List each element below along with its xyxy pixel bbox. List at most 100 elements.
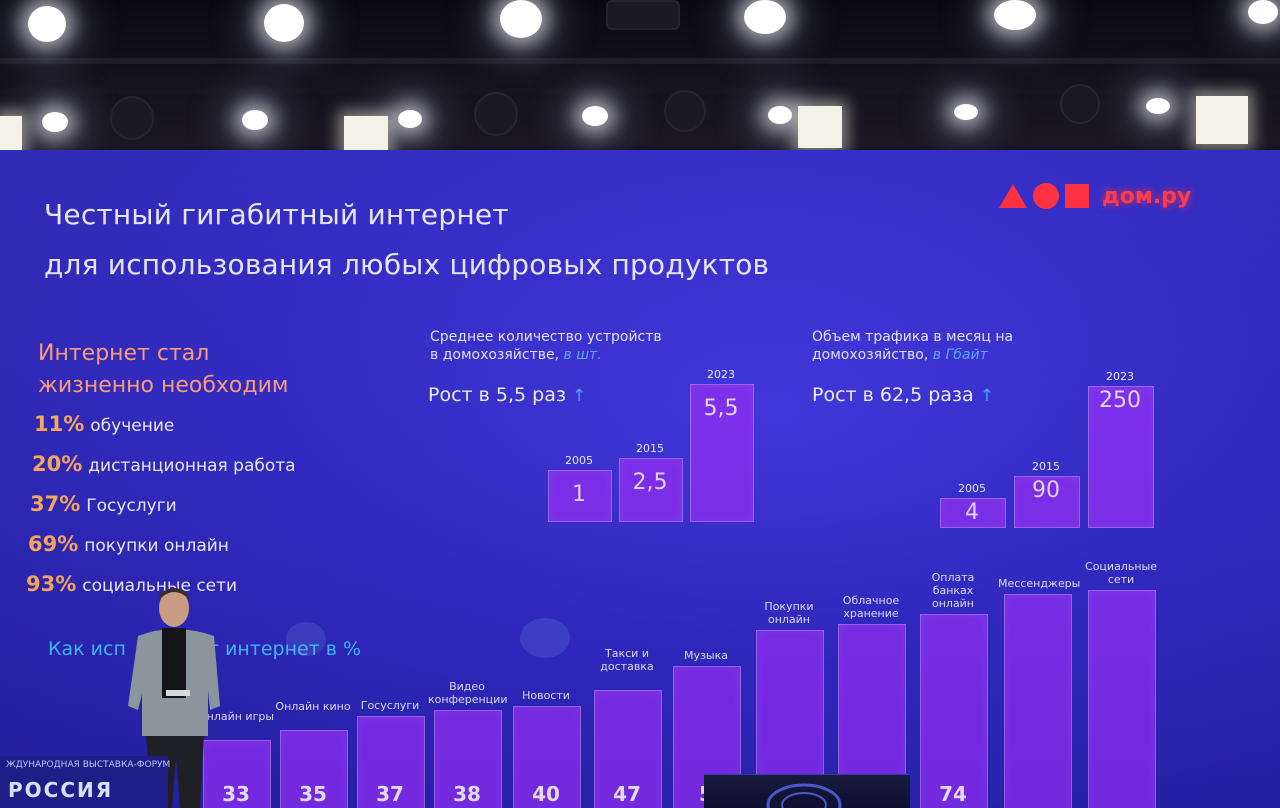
panel-light	[1196, 96, 1248, 144]
traffic-chart-caption: Объем трафика в месяц на домохозяйство, …	[812, 328, 1013, 364]
usage-bar	[1004, 594, 1072, 808]
usage-category-label: Новости	[522, 689, 570, 702]
screen-glare	[286, 622, 326, 656]
usage-title-left: Как исп	[48, 638, 126, 660]
bar	[690, 384, 754, 522]
bar-value-label: 5,5	[703, 396, 739, 421]
usage-category-label: Облачное хранение	[842, 594, 900, 620]
necessity-heading-line-2: жизненно необходим	[38, 373, 289, 398]
arrow-up-icon: ↑	[979, 386, 994, 406]
truss-bar	[0, 58, 1280, 64]
stat-percent: 20%	[32, 452, 83, 476]
stage-light	[42, 112, 68, 132]
slide-title-line-2: для использования любых цифровых продукт…	[44, 248, 770, 281]
traffic-caption-line-2: домохозяйство,	[812, 347, 929, 363]
bar-year-label: 2005	[958, 482, 986, 495]
usage-bar	[920, 614, 988, 808]
traffic-unit: в Гбайт	[932, 347, 988, 363]
stat-label: обучение	[90, 416, 175, 436]
stage-light	[582, 106, 608, 126]
devices-growth: Рост в 5,5 раз ↑	[428, 384, 586, 406]
square-logo-icon	[1065, 184, 1089, 208]
bar-year-label: 2015	[636, 442, 664, 455]
usage-value-label: 47	[613, 782, 641, 806]
stage-light	[242, 110, 268, 130]
stat-percent: 11%	[34, 412, 85, 436]
usage-bar	[594, 690, 662, 808]
usage-category-label: Такси и доставка	[600, 647, 654, 673]
traffic-growth: Рост в 62,5 раза ↑	[812, 384, 994, 406]
usage-bar	[1088, 590, 1156, 808]
stage-light	[994, 0, 1036, 30]
light-fixture	[474, 92, 518, 136]
usage-value-label: 35	[299, 782, 327, 806]
devices-caption-line-2: в домохозяйстве,	[430, 347, 560, 363]
bar	[1014, 476, 1080, 528]
usage-category-label: Госуслуги	[360, 699, 420, 712]
stage-light	[264, 4, 304, 42]
bar-value-label: 2,5	[632, 470, 668, 495]
light-fixture	[606, 0, 680, 30]
bar-value-label: 1	[572, 482, 586, 507]
usage-category-label: Музыка	[684, 649, 728, 662]
panel-light	[344, 116, 388, 154]
stat-row: 11% обучение	[34, 412, 174, 436]
bar-year-label: 2023	[1106, 370, 1134, 383]
venue-banner: ЖДУНАРОДНАЯ ВЫСТАВКА-ФОРУМ РОССИЯ	[0, 756, 171, 808]
usage-bar	[434, 710, 502, 808]
screen-glare	[520, 618, 570, 658]
panel-light	[798, 106, 842, 148]
banner-line: ЖДУНАРОДНАЯ ВЫСТАВКА-ФОРУМ	[6, 760, 171, 770]
slide-title-line-1: Честный гигабитный интернет	[44, 198, 509, 231]
stage-light	[954, 104, 978, 120]
usage-category-label: Онлайн игры	[197, 710, 275, 723]
stat-row: 93% социальные сети	[26, 572, 237, 596]
podium	[704, 774, 910, 808]
bar	[619, 458, 683, 522]
stage-light	[768, 106, 792, 124]
devices-chart-caption: Среднее количество устройств в домохозяй…	[430, 328, 662, 364]
ceiling-rig	[0, 0, 1280, 160]
truss-bar	[0, 88, 1280, 94]
stat-percent: 69%	[28, 532, 79, 556]
necessity-heading-line-1: Интернет стал	[38, 341, 210, 366]
devices-growth-text: Рост в 5,5 раз	[428, 384, 566, 406]
stat-row: 37% Госуслуги	[30, 492, 177, 516]
usage-bar	[203, 740, 271, 808]
stage-light	[744, 0, 786, 34]
stage-light	[500, 0, 542, 38]
usage-title: Как исп т интернет в %	[48, 638, 361, 660]
usage-bar	[357, 716, 425, 808]
triangle-logo-icon	[999, 184, 1027, 208]
bar	[548, 470, 612, 522]
light-fixture	[664, 90, 706, 132]
bar-year-label: 2005	[565, 454, 593, 467]
logo-text: дом.ру	[1102, 183, 1192, 209]
usage-value-label: 40	[532, 782, 560, 806]
stage-light	[28, 6, 66, 42]
arrow-up-icon: ↑	[571, 386, 587, 406]
traffic-caption-line-1: Объем трафика в месяц на	[812, 329, 1014, 345]
usage-value-label: 33	[222, 782, 250, 806]
bar-value-label: 4	[965, 500, 979, 525]
bar-year-label: 2023	[707, 368, 735, 381]
stat-row: 69% покупки онлайн	[28, 532, 229, 556]
usage-bar	[513, 706, 581, 808]
usage-category-label: Онлайн кино	[275, 700, 351, 713]
devices-caption-line-1: Среднее количество устройств	[430, 329, 662, 345]
usage-value-label: 37	[376, 782, 404, 806]
stage-light	[1146, 98, 1170, 114]
bar	[1088, 386, 1154, 528]
stat-percent: 93%	[26, 572, 77, 596]
usage-category-label: Мессенджеры	[998, 577, 1081, 590]
devices-unit: в шт.	[563, 347, 602, 363]
stage-light	[398, 110, 422, 128]
light-fixture	[1060, 84, 1100, 124]
usage-value-label: 38	[453, 782, 481, 806]
usage-category-label: Покупки онлайн	[764, 600, 814, 626]
circle-logo-icon	[1033, 183, 1059, 209]
usage-category-label: Оплата банках онлайн	[931, 571, 975, 610]
dom-ru-logo: дом.ру	[998, 178, 1191, 214]
podium-emblem-icon	[766, 783, 842, 808]
stat-percent: 37%	[30, 492, 81, 516]
